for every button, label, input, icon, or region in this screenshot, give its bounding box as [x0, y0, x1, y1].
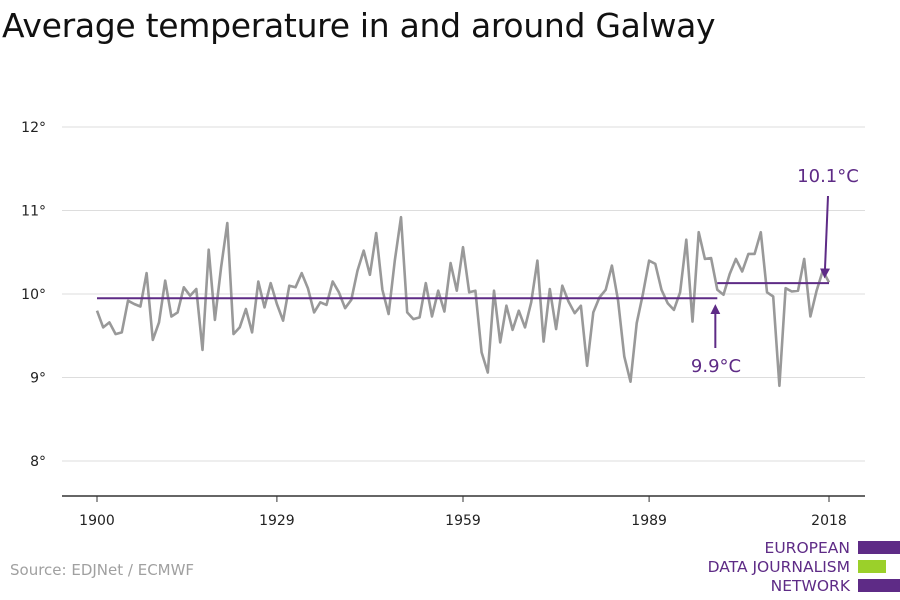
x-tick-label: 1900: [79, 513, 115, 529]
source-note: Source: EDJNet / ECMWF: [10, 561, 195, 579]
y-tick-label: 8°: [30, 454, 46, 470]
series-layer: [95, 215, 831, 388]
annotation-label-high: 10.1°C: [797, 166, 859, 187]
y-tick-label: 12°: [21, 120, 46, 136]
annotation-label-low: 9.9°C: [691, 356, 741, 377]
annotations: 9.9°C 10.1°C: [691, 166, 859, 377]
y-tick-label: 10°: [21, 287, 46, 303]
x-tick-label: 1989: [631, 513, 667, 529]
chart-title: Average temperature in and around Galway: [2, 6, 716, 45]
x-tick-label: 1929: [259, 513, 295, 529]
logo-line-2: DATA JOURNALISM: [707, 558, 850, 576]
x-axis: 1900 1929 1959 1989 2018: [62, 495, 865, 529]
y-tick-label: 9°: [30, 371, 46, 387]
temperature-series-line: [95, 215, 831, 388]
annotation-arrow-high: [820, 195, 830, 279]
logo-bar-3: [858, 579, 900, 592]
edjnet-logo: EUROPEAN DATA JOURNALISM NETWORK: [700, 538, 900, 598]
y-tick-label: 11°: [21, 204, 46, 220]
logo-line-1: EUROPEAN: [764, 539, 850, 557]
logo-bar-1: [858, 541, 900, 554]
x-tick-label: 2018: [811, 513, 847, 529]
logo-line-3: NETWORK: [770, 577, 850, 595]
logo-bar-2: [858, 560, 886, 573]
y-axis: 8° 9° 10° 11° 12°: [21, 120, 46, 470]
x-tick-label: 1959: [445, 513, 481, 529]
